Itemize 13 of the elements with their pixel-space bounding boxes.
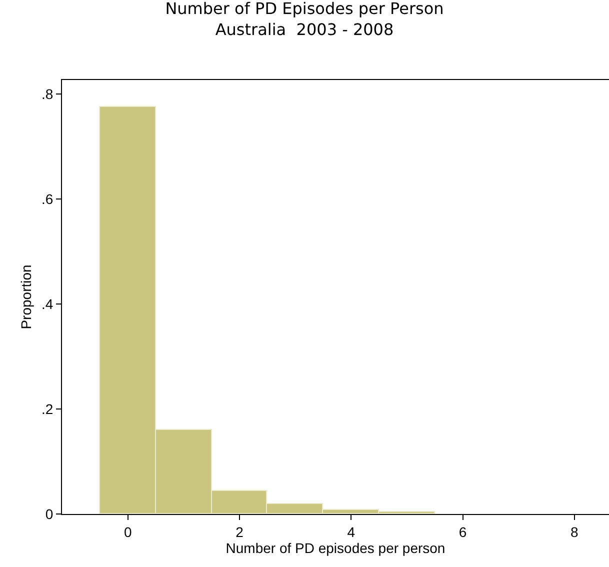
x-tick-label: 0 [124,524,132,540]
y-axis-title: Proportion [18,264,34,330]
x-tick-label: 4 [347,524,356,540]
y-tick-label: .6 [42,191,54,208]
x-tick-label: 6 [458,524,467,540]
y-tick-label: .8 [42,86,54,102]
chart-title: Number of PD Episodes per Person Australia 2003 - 2008 [165,0,444,39]
y-tick-label: 0 [45,506,54,522]
y-tick-label: .2 [42,400,54,417]
x-axis-title: Number of PD episodes per person [226,540,446,556]
x-tick-label: 2 [236,524,244,540]
y-tick-label: .4 [42,296,54,312]
x-tick-label: 8 [570,524,578,540]
